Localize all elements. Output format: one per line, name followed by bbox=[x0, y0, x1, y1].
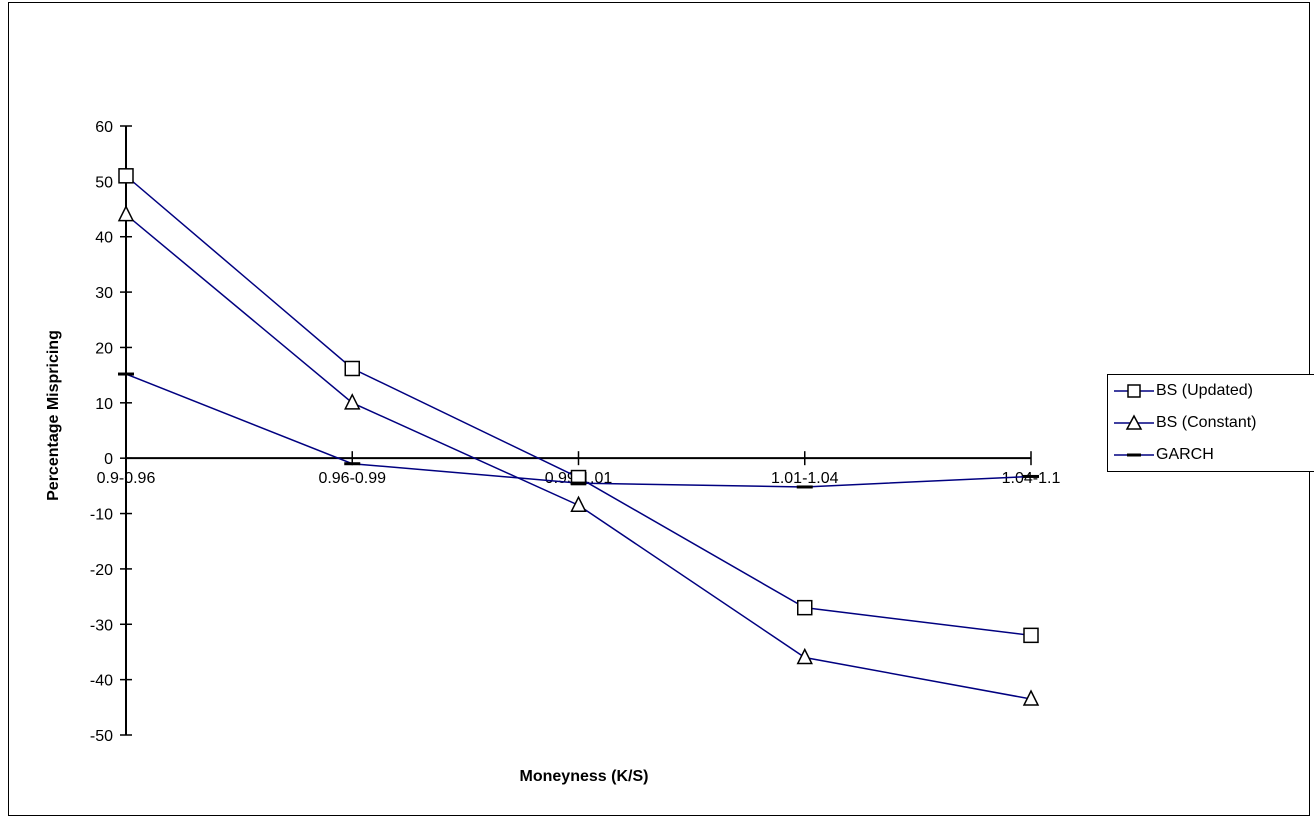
y-tick-label: -40 bbox=[90, 673, 113, 690]
data-point-square bbox=[118, 168, 134, 184]
y-axis-title: Percentage Mispricing bbox=[45, 330, 62, 501]
data-point-dash bbox=[344, 462, 361, 466]
y-tick-label: -50 bbox=[90, 728, 113, 745]
legend-item-bs-updated: BS (Updated) bbox=[1114, 379, 1253, 403]
legend-label: BS (Updated) bbox=[1156, 382, 1253, 399]
x-tick-label: 1.01-1.04 bbox=[771, 470, 839, 487]
line-chart: 60 50 40 30 20 10 0 -10 -20 -30 -40 -50 0.9-0.96 0.9… bbox=[45, 119, 1061, 785]
x-axis-title: Moneyness (K/S) bbox=[520, 768, 649, 785]
legend-item-bs-constant: BS (Constant) bbox=[1114, 411, 1256, 435]
data-point-square bbox=[1023, 627, 1039, 644]
data-point-square bbox=[797, 599, 813, 616]
series-layer bbox=[117, 168, 1040, 706]
y-tick-label: 0 bbox=[104, 451, 113, 468]
data-point-dash bbox=[1023, 474, 1039, 478]
chart-frame: 60 50 40 30 20 10 0 -10 -20 -30 -40 -50 0.9-0.96 0.9… bbox=[8, 2, 1314, 816]
data-point-triangle bbox=[570, 495, 587, 512]
data-point-triangle bbox=[117, 204, 135, 222]
legend-label: BS (Constant) bbox=[1156, 414, 1257, 431]
data-point-dash bbox=[796, 485, 813, 489]
data-point-triangle bbox=[796, 647, 813, 665]
legend-swatch-triangle-icon bbox=[1114, 414, 1154, 430]
x-tick-label: 0.9-0.96 bbox=[97, 470, 156, 487]
y-axis-ticks: 60 50 40 30 20 10 0 -10 -20 -30 -40 -50 bbox=[90, 119, 132, 745]
y-tick-label: 40 bbox=[95, 230, 113, 247]
legend-swatch-square-icon bbox=[1114, 384, 1154, 398]
y-tick-label: -20 bbox=[90, 562, 113, 579]
y-tick-label: 60 bbox=[95, 119, 113, 136]
y-tick-label: -10 bbox=[90, 507, 113, 524]
y-tick-label: 30 bbox=[95, 285, 113, 302]
series-bs-updated bbox=[118, 168, 1039, 644]
data-point-triangle bbox=[1022, 689, 1040, 706]
series-line bbox=[125, 175, 1032, 637]
data-point-triangle bbox=[344, 393, 361, 410]
legend-item-garch: GARCH bbox=[1114, 443, 1214, 467]
y-tick-label: 10 bbox=[95, 396, 113, 413]
data-point-square bbox=[344, 360, 360, 377]
y-tick-label: 20 bbox=[95, 340, 113, 357]
data-point-dash bbox=[118, 372, 134, 376]
legend-label: GARCH bbox=[1156, 446, 1214, 463]
x-tick-label: 0.96-0.99 bbox=[318, 470, 386, 487]
y-tick-label: 50 bbox=[95, 174, 113, 191]
axes bbox=[125, 126, 1031, 735]
series-bs-constant bbox=[117, 204, 1040, 706]
x-tick-label: 1.04-1.1 bbox=[1002, 470, 1061, 487]
legend-swatch-dash-icon bbox=[1114, 453, 1154, 457]
legend: BS (Updated) BS (Constant) GARCH bbox=[1107, 374, 1314, 472]
data-point-dash bbox=[570, 481, 587, 485]
series-garch bbox=[118, 372, 1039, 489]
y-tick-label: -30 bbox=[90, 617, 113, 634]
